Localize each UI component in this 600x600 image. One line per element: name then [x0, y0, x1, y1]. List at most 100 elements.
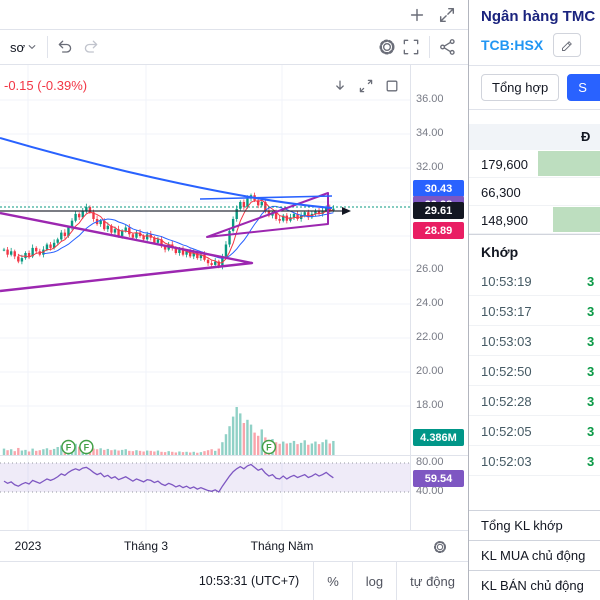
price-axis-label: 24.00 [416, 297, 444, 309]
active-sell-volume-row[interactable]: KL BÁN chủ động [469, 570, 600, 600]
total-matched-volume-row[interactable]: Tổng KL khớp [469, 510, 600, 540]
time-axis-label: Tháng 3 [123, 539, 169, 553]
trade-value: 3 [587, 364, 595, 379]
pencil-icon [561, 40, 572, 51]
chart-body[interactable]: F F F 36.00 34.00 32.00 26.00 24.00 22.00 20.00 1… [0, 65, 468, 530]
redo-button[interactable] [78, 35, 102, 59]
price-axis-label: 32.00 [416, 161, 444, 173]
price-axis-label: 26.00 [416, 263, 444, 275]
price-scale[interactable]: 36.00 34.00 32.00 26.00 24.00 22.00 20.00 18.00… [410, 65, 468, 530]
trade-row[interactable]: 10:52:03 3 [469, 446, 600, 476]
plus-icon [410, 8, 424, 21]
trade-value: 3 [587, 274, 595, 289]
log-scale-button[interactable]: log [353, 562, 396, 600]
axis-settings-button[interactable] [430, 537, 450, 557]
pane-maximize-button[interactable] [382, 76, 402, 96]
depth-volume-bar [538, 151, 600, 176]
trade-time: 10:53:19 [481, 274, 532, 289]
clock-label[interactable]: 10:53:31 (UTC+7) [198, 574, 300, 588]
chart-type-dropdown[interactable]: sơ [8, 38, 41, 57]
tab-so-lenh[interactable]: S [567, 74, 600, 101]
chevron-down-icon [28, 45, 36, 49]
gear-icon [379, 39, 395, 55]
bottom-bar-divider [396, 562, 398, 600]
edit-symbol-button[interactable] [553, 33, 582, 57]
percent-scale-button[interactable]: % [314, 562, 352, 600]
trade-value: 3 [587, 304, 595, 319]
trade-time: 10:52:03 [481, 454, 532, 469]
depth-volume-value: 66,300 [481, 185, 521, 200]
window-resize-button[interactable] [436, 4, 458, 26]
svg-text:F: F [84, 443, 90, 453]
price-badge-59.54: 59.54 [413, 470, 464, 487]
company-name: Ngân hàng TMC [481, 8, 596, 25]
trade-time: 10:53:03 [481, 334, 532, 349]
trade-value: 3 [587, 424, 595, 439]
depth-header-label: Đ [581, 129, 591, 144]
time-axis[interactable]: 2023 Tháng 3 Tháng Năm [0, 530, 468, 561]
depth-row[interactable]: 66,300 [469, 178, 600, 206]
depth-table: 179,600 66,300 148,900 [469, 150, 600, 234]
trade-time: 10:52:50 [481, 364, 532, 379]
price-axis-label: 36.00 [416, 93, 444, 105]
price-badge-4.386M: 4.386M [413, 429, 464, 446]
pane-collapse-icon [336, 80, 344, 90]
price-axis-label: 22.00 [416, 331, 444, 343]
pane-controls [330, 76, 402, 96]
fullscreen-icon [403, 39, 419, 55]
trade-row[interactable]: 10:53:17 3 [469, 296, 600, 326]
chart-settings-button[interactable] [375, 35, 399, 59]
price-axis-label: 34.00 [416, 127, 444, 139]
chart-type-label: sơ [10, 39, 26, 55]
undo-button[interactable] [54, 35, 78, 59]
bottom-bar-divider [351, 562, 353, 600]
add-panel-button[interactable] [406, 4, 428, 26]
symbol-label[interactable]: TCB:HSX [481, 37, 544, 53]
fullscreen-button[interactable] [399, 35, 423, 59]
symbol-info-panel: Ngân hàng TMC TCB:HSX Tổng hợp S Đ 179,6… [469, 0, 600, 600]
price-axis-label: 80.00 [416, 456, 444, 468]
axis-gear-icon [434, 541, 446, 553]
share-icon [440, 39, 455, 55]
svg-text:F: F [266, 443, 272, 453]
trade-row[interactable]: 10:53:03 3 [469, 326, 600, 356]
pane-move-button[interactable] [356, 76, 376, 96]
trade-time: 10:52:28 [481, 394, 532, 409]
trade-value: 3 [587, 394, 595, 409]
price-badge-30.43: 30.43 [413, 180, 464, 197]
chart-top-strip [0, 0, 468, 30]
chart-toolbar: sơ [0, 30, 468, 65]
trade-row[interactable]: 10:52:05 3 [469, 416, 600, 446]
auto-scale-button[interactable]: tự động [397, 562, 468, 600]
undo-icon [58, 40, 72, 53]
redo-icon [84, 40, 98, 53]
price-change-label: -0.15 (-0.39%) [4, 78, 88, 93]
trade-row[interactable]: 10:53:19 3 [469, 266, 600, 296]
depth-row[interactable]: 148,900 [469, 206, 600, 234]
depth-row[interactable]: 179,600 [469, 150, 600, 178]
price-axis-label: 40.00 [416, 485, 444, 497]
toolbar-divider [47, 36, 49, 58]
symbol-row: TCB:HSX [469, 27, 600, 66]
svg-text:F: F [66, 443, 72, 453]
pane-collapse-button[interactable] [330, 76, 350, 96]
trades-list: 10:53:19 3 10:53:17 3 10:53:03 3 10:52:50 3 10:5… [469, 266, 600, 476]
time-axis-label: 2023 [14, 539, 42, 553]
trade-row[interactable]: 10:52:28 3 [469, 386, 600, 416]
bottom-toolbar: 10:53:31 (UTC+7) % log tự động [0, 561, 468, 600]
depth-volume-bar [553, 207, 600, 232]
depth-volume-value: 148,900 [481, 213, 528, 228]
summary-rows: Tổng KL khớp KL MUA chủ động KL BÁN chủ … [469, 510, 600, 600]
depth-table-header: Đ [469, 124, 600, 150]
active-buy-volume-row[interactable]: KL MUA chủ động [469, 540, 600, 570]
share-button[interactable] [436, 35, 460, 59]
pane-separator[interactable] [0, 455, 468, 456]
bottom-bar-divider [313, 562, 315, 600]
trade-row[interactable]: 10:52:50 3 [469, 356, 600, 386]
panel-tabs: Tổng hợp S [469, 66, 600, 110]
price-badge-28.89: 28.89 [413, 222, 464, 239]
tab-tong-hop[interactable]: Tổng hợp [481, 74, 560, 101]
